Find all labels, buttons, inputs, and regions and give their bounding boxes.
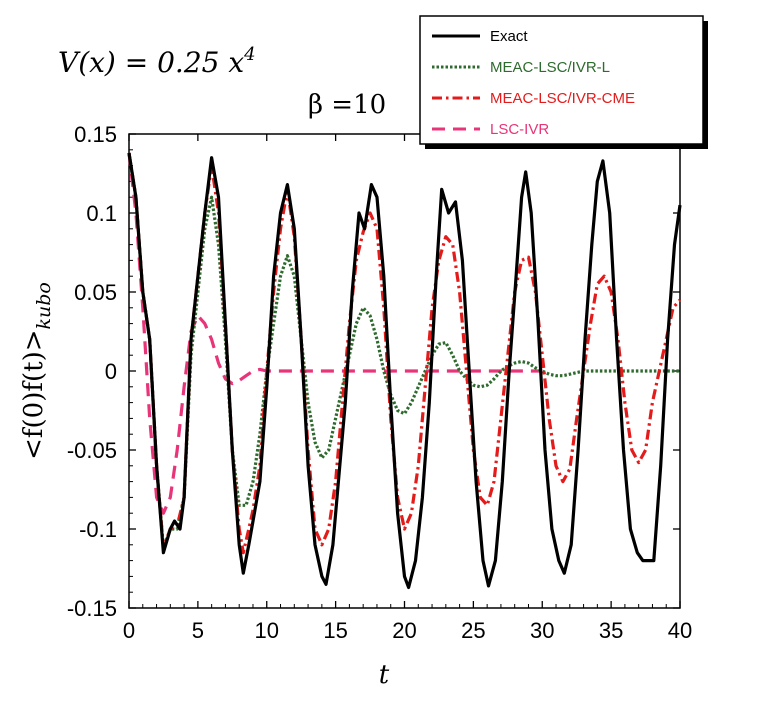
y-axis-label-sub: kubo: [33, 282, 55, 329]
y-tick-label: 0.05: [74, 280, 117, 305]
series-line: [127, 152, 680, 550]
x-tick-label: 15: [323, 618, 347, 643]
series-line: [127, 152, 543, 515]
potential-exponent: 4: [243, 44, 255, 65]
x-tick-label: 30: [530, 618, 554, 643]
legend-label: MEAC-LSC/IVR-CME: [490, 90, 635, 107]
legend-items: Exact MEAC-LSC/IVR-L MEAC-LSC/IVR-CME LSC-I…: [432, 28, 635, 138]
y-axis-label: <f(0)f(t)>kubo: [19, 282, 55, 460]
y-tick-label: -0.1: [79, 517, 117, 542]
x-tick-label: 35: [599, 618, 623, 643]
x-tick-label: 0: [123, 618, 135, 643]
x-tick-label: 25: [461, 618, 485, 643]
y-tick-label: 0.1: [86, 201, 117, 226]
series-line: [127, 152, 682, 590]
legend-label: LSC-IVR: [490, 121, 549, 138]
series-lines: [127, 152, 682, 590]
tick-labels: 0 5 10 15 20 25 30 35 40 0.15 0.1 0.05 0 -0.05 -0.1 -0.…: [67, 122, 692, 643]
legend-label: Exact: [490, 28, 528, 45]
y-tick-label: -0.05: [67, 438, 117, 463]
y-tick-label: 0.15: [74, 122, 117, 147]
x-tick-label: 40: [668, 618, 692, 643]
potential-label: V(x) = 0.25 x4: [58, 44, 256, 79]
y-tick-label: 0: [105, 359, 117, 384]
x-tick-label: 20: [392, 618, 416, 643]
x-axis-label: t: [379, 660, 390, 690]
legend: Exact MEAC-LSC/IVR-L MEAC-LSC/IVR-CME LSC-I…: [419, 15, 708, 149]
y-tick-label: -0.15: [67, 596, 117, 621]
x-tick-label: 5: [192, 618, 204, 643]
x-tick-label: 10: [255, 618, 279, 643]
potential-label-text: V(x) = 0.25 x: [58, 46, 244, 79]
legend-label: MEAC-LSC/IVR-L: [490, 59, 610, 76]
beta-label: β =10: [308, 90, 386, 120]
y-axis-label-main: <f(0)f(t)>: [19, 329, 49, 459]
series-line: [127, 152, 682, 555]
